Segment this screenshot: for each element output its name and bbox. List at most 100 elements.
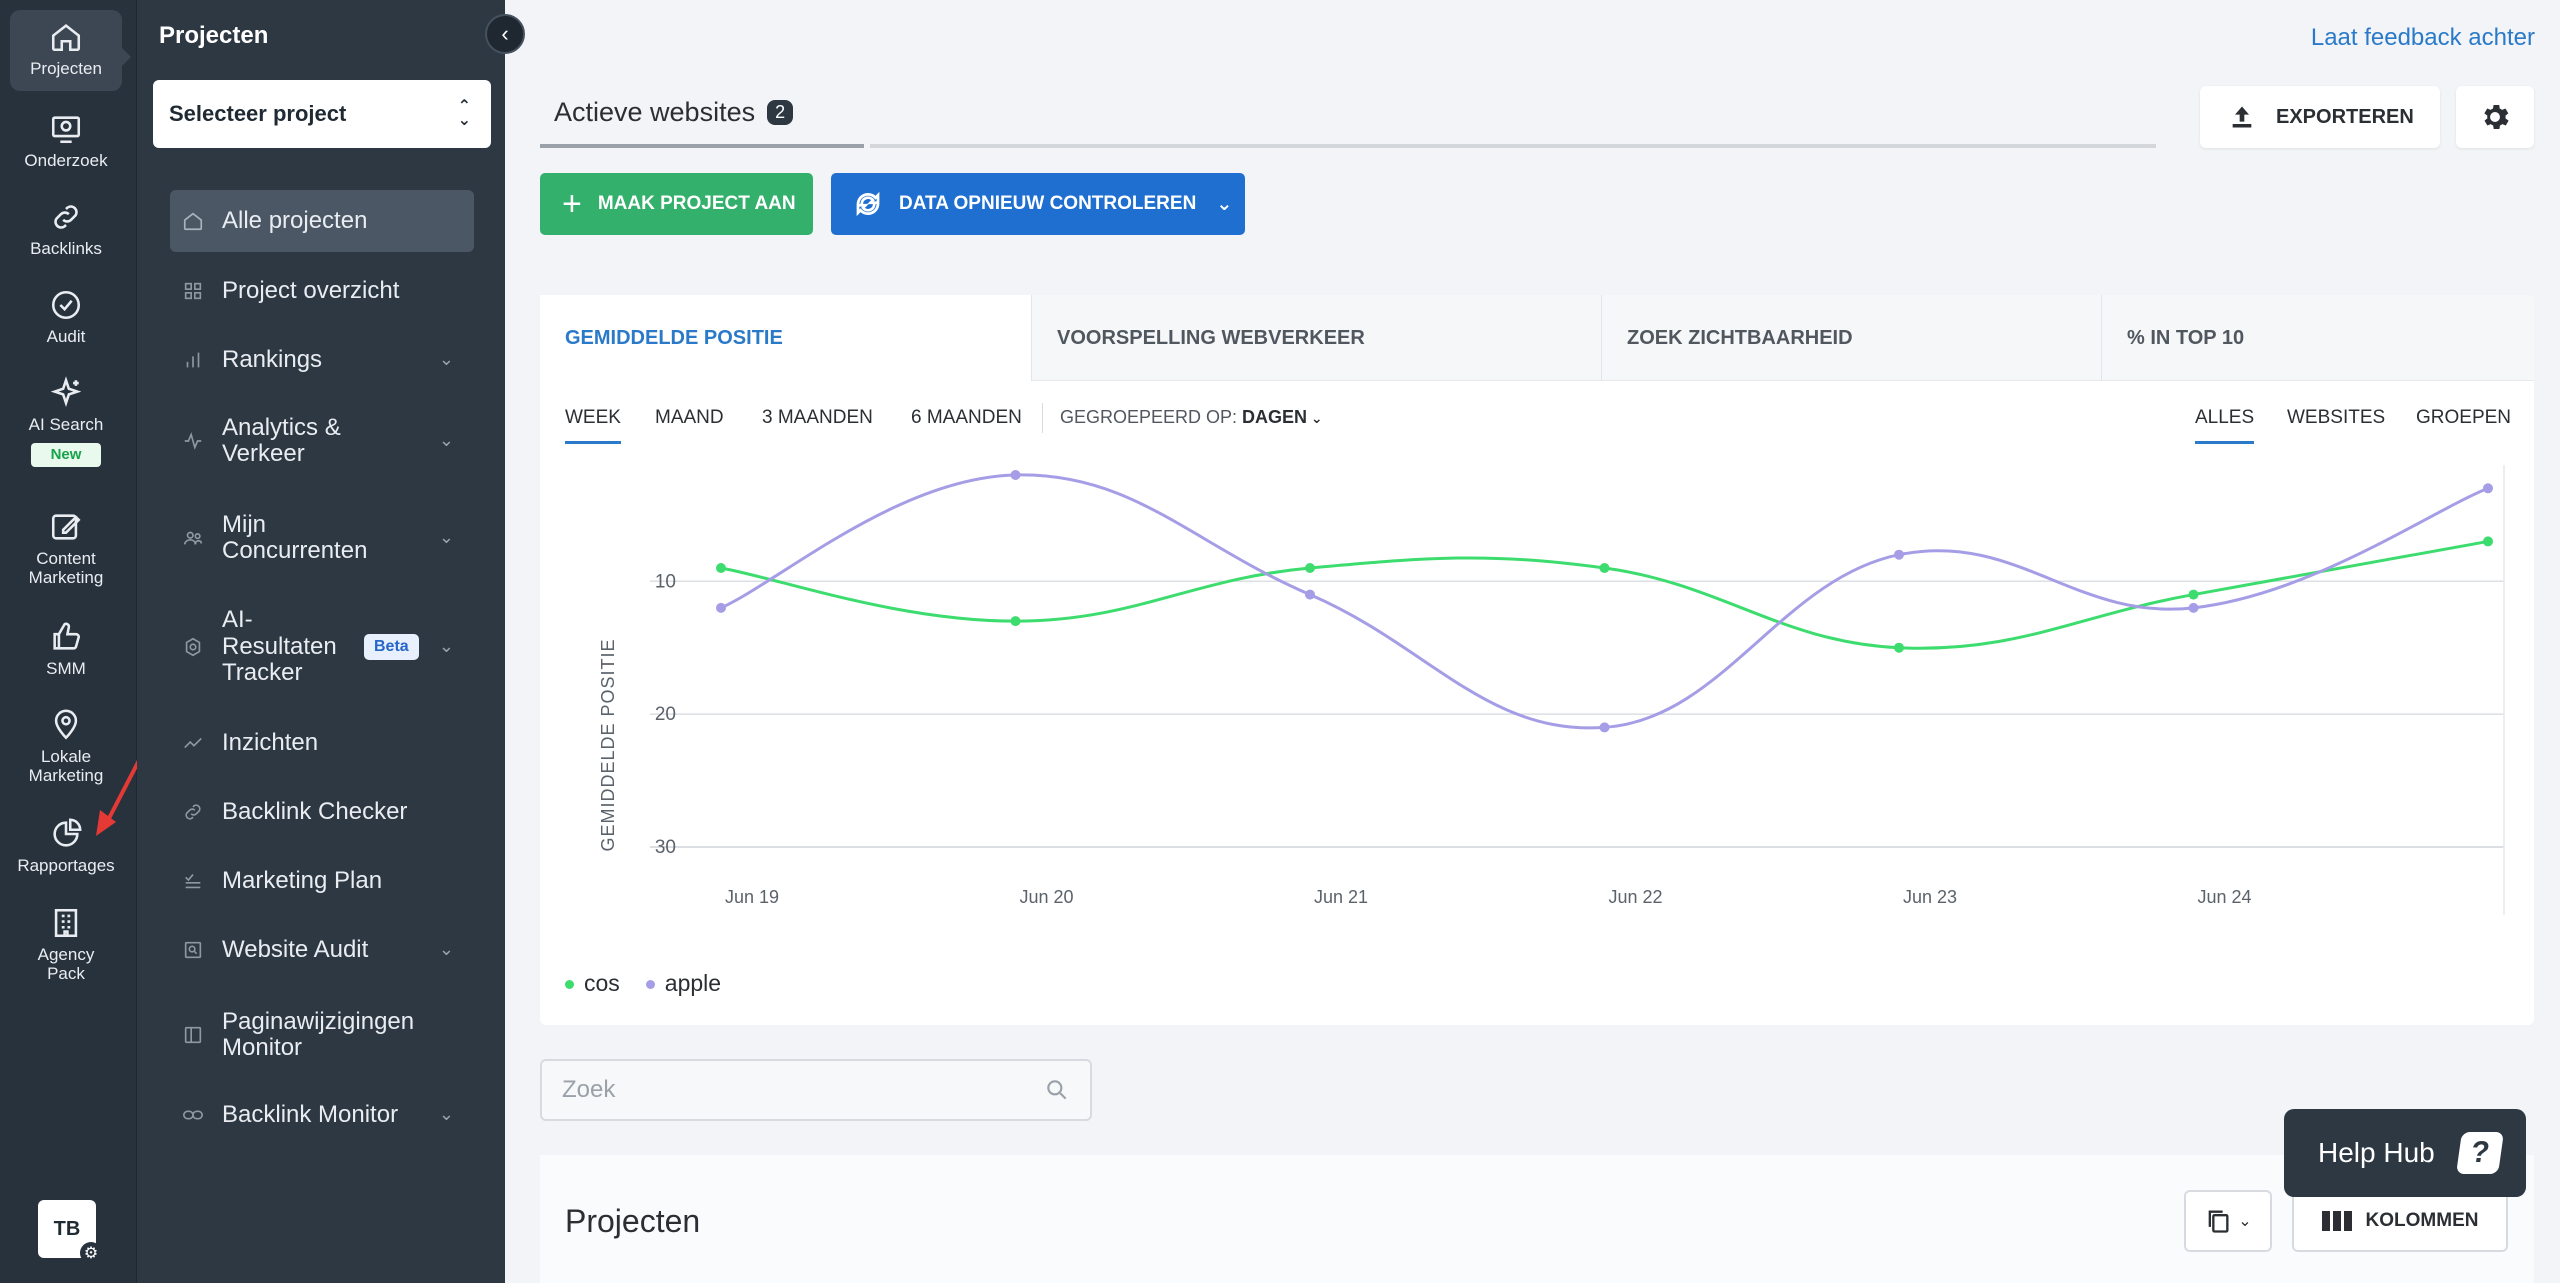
copy-button[interactable]: ⌄ — [2184, 1190, 2272, 1252]
grouped-label: GEGROEPEERD OP: — [1060, 407, 1238, 427]
sidebar-item-marketing-plan[interactable]: Marketing Plan — [170, 850, 474, 912]
grouped-select[interactable]: DAGEN ⌄ — [1242, 407, 1323, 428]
sidebar-item-backlink-checker[interactable]: Backlink Checker — [170, 781, 474, 843]
filter-websites[interactable]: WEBSITES — [2287, 407, 2386, 428]
rail-item-audit[interactable]: Audit — [10, 288, 122, 347]
data-point-apple — [1305, 589, 1315, 600]
sidebar-item-paginawijzigingen[interactable]: Paginawijzigingen Monitor — [170, 1000, 474, 1070]
project-select[interactable]: Selecteer project ⌃ ⌄ — [153, 80, 491, 148]
data-point-apple — [1010, 470, 1021, 480]
projects-card: Projecten ⌄ KOLOMMEN — [540, 1155, 2534, 1283]
sidebar-item-label: Backlink Checker — [222, 797, 408, 825]
period-divider — [1042, 403, 1043, 433]
help-hub-label: Help Hub — [2318, 1137, 2435, 1168]
chart-grid — [650, 465, 2505, 915]
rail-label: Audit — [46, 327, 86, 346]
period-week[interactable]: WEEK — [565, 407, 621, 444]
sidebar-item-backlink-monitor[interactable]: Backlink Monitor ⌄ — [170, 1084, 474, 1146]
rail-label: Backlinks — [30, 239, 102, 258]
project-sidebar: Projecten ‹ Selecteer project ⌃ ⌄ Alle pr… — [137, 0, 525, 1283]
sidebar-item-inzichten[interactable]: Inzichten — [170, 712, 474, 774]
x-tick-label: Jun 21 — [1314, 887, 1368, 907]
tab-actieve-websites[interactable]: Actieve websites 2 — [540, 80, 864, 148]
legend-item-apple[interactable]: apple — [645, 970, 721, 997]
sidebar-item-ai-tracker[interactable]: AI-Resultaten Tracker Beta ⌄ — [170, 598, 474, 696]
collapse-sidebar-button[interactable]: ‹ — [485, 14, 525, 54]
tab-label: % IN TOP 10 — [2127, 326, 2245, 349]
plus-icon: + — [562, 185, 582, 223]
thumbs-up-icon — [53, 622, 81, 650]
filter-alles[interactable]: ALLES — [2195, 407, 2255, 444]
period-6-maanden[interactable]: 6 MAANDEN — [911, 407, 1022, 428]
sidebar-item-label: Paginawijzigingen Monitor — [222, 1007, 415, 1061]
tab-gemiddelde-positie[interactable]: GEMIDDELDE POSITIE — [540, 295, 1032, 381]
avatar[interactable]: TB ⚙ — [38, 1200, 102, 1264]
chart-points — [716, 470, 2493, 733]
series-line-cos — [720, 539, 2489, 650]
home-icon — [183, 212, 203, 231]
columns-button[interactable]: KOLOMMEN — [2292, 1190, 2508, 1252]
sidebar-item-rankings[interactable]: Rankings ⌄ — [170, 329, 474, 391]
sidebar-item-label: Project overzicht — [222, 276, 400, 304]
check-circle-icon — [51, 290, 81, 320]
count-badge: 2 — [767, 99, 794, 125]
rail-item-backlinks[interactable]: Backlinks — [10, 200, 122, 259]
rail-label: Agency Pack — [37, 945, 95, 983]
rail-item-ai-search[interactable]: AI Search New — [10, 376, 122, 468]
rail-item-rapportages[interactable]: Rapportages — [10, 817, 122, 876]
data-point-cos — [1894, 642, 1904, 653]
sparkle-icon — [50, 376, 82, 407]
sidebar-item-project-overzicht[interactable]: Project overzicht — [170, 260, 474, 322]
pie-chart-icon — [53, 818, 82, 847]
rail-item-smm[interactable]: SMM — [10, 620, 122, 679]
feedback-link[interactable]: Laat feedback achter — [2310, 24, 2535, 51]
help-hub-button[interactable]: Help Hub ? — [2284, 1109, 2526, 1197]
tab-voorspelling-webverkeer[interactable]: VOORSPELLING WEBVERKEER — [1032, 295, 1602, 381]
refresh-icon — [856, 191, 880, 217]
data-point-apple — [1894, 549, 1904, 560]
rail-item-content-marketing[interactable]: Content Marketing — [10, 510, 122, 587]
rail-label: SMM — [46, 659, 86, 678]
chevron-down-icon: ⌄ — [438, 430, 454, 451]
sidebar-item-analytics[interactable]: Analytics & Verkeer ⌄ — [170, 410, 474, 472]
research-icon — [51, 116, 81, 144]
rail-item-lokale-marketing[interactable]: Lokale Marketing — [10, 708, 122, 785]
rail-item-agency-pack[interactable]: Agency Pack — [10, 906, 122, 983]
columns-label: KOLOMMEN — [2365, 1210, 2479, 1231]
ai-icon — [185, 637, 201, 657]
chevron-down-icon: ⌄ — [1216, 193, 1233, 215]
chart-legend: cos apple — [565, 970, 721, 997]
sidebar-item-alle-projecten[interactable]: Alle projecten — [170, 190, 474, 252]
chevron-down-icon: ⌄ — [438, 1104, 454, 1125]
rail-label: Projecten — [30, 59, 102, 78]
gear-icon — [2484, 104, 2509, 130]
rail-label: Content Marketing — [28, 549, 104, 587]
settings-button[interactable] — [2456, 86, 2534, 148]
sidebar-item-label: Rankings — [222, 345, 323, 373]
tab-zoek-zichtbaarheid[interactable]: ZOEK ZICHTBAARHEID — [1602, 295, 2102, 381]
rail-item-onderzoek[interactable]: Onderzoek — [10, 112, 122, 171]
sidebar-item-label: Website Audit — [222, 935, 369, 963]
avatar-initials: TB — [53, 1217, 81, 1240]
sidebar-item-website-audit[interactable]: Website Audit ⌄ — [170, 919, 474, 981]
x-tick-label: Jun 23 — [1903, 887, 1957, 907]
rail-item-projecten[interactable]: Projecten — [10, 10, 131, 91]
period-3-maanden[interactable]: 3 MAANDEN — [762, 407, 873, 428]
link-icon — [54, 205, 78, 229]
chart-lines — [720, 473, 2489, 730]
data-point-apple — [2483, 483, 2493, 494]
sidebar-item-concurrenten[interactable]: Mijn Concurrenten ⌄ — [170, 507, 474, 569]
export-button[interactable]: EXPORTEREN — [2200, 86, 2440, 148]
tab-top10[interactable]: % IN TOP 10 — [2102, 295, 2534, 381]
search-input[interactable]: Zoek — [540, 1059, 1092, 1121]
chevron-down-icon: ⌄ — [2238, 1213, 2252, 1230]
legend-item-cos[interactable]: cos — [565, 970, 620, 997]
create-project-button[interactable]: + MAAK PROJECT AAN — [540, 173, 813, 235]
edit-icon — [51, 514, 81, 540]
building-icon — [54, 908, 78, 938]
y-tick-label: 10 — [655, 571, 676, 592]
recheck-data-button[interactable]: DATA OPNIEUW CONTROLEREN ⌄ — [831, 173, 1245, 235]
filter-groepen[interactable]: GROEPEN — [2416, 407, 2512, 428]
period-maand[interactable]: MAAND — [655, 407, 724, 428]
